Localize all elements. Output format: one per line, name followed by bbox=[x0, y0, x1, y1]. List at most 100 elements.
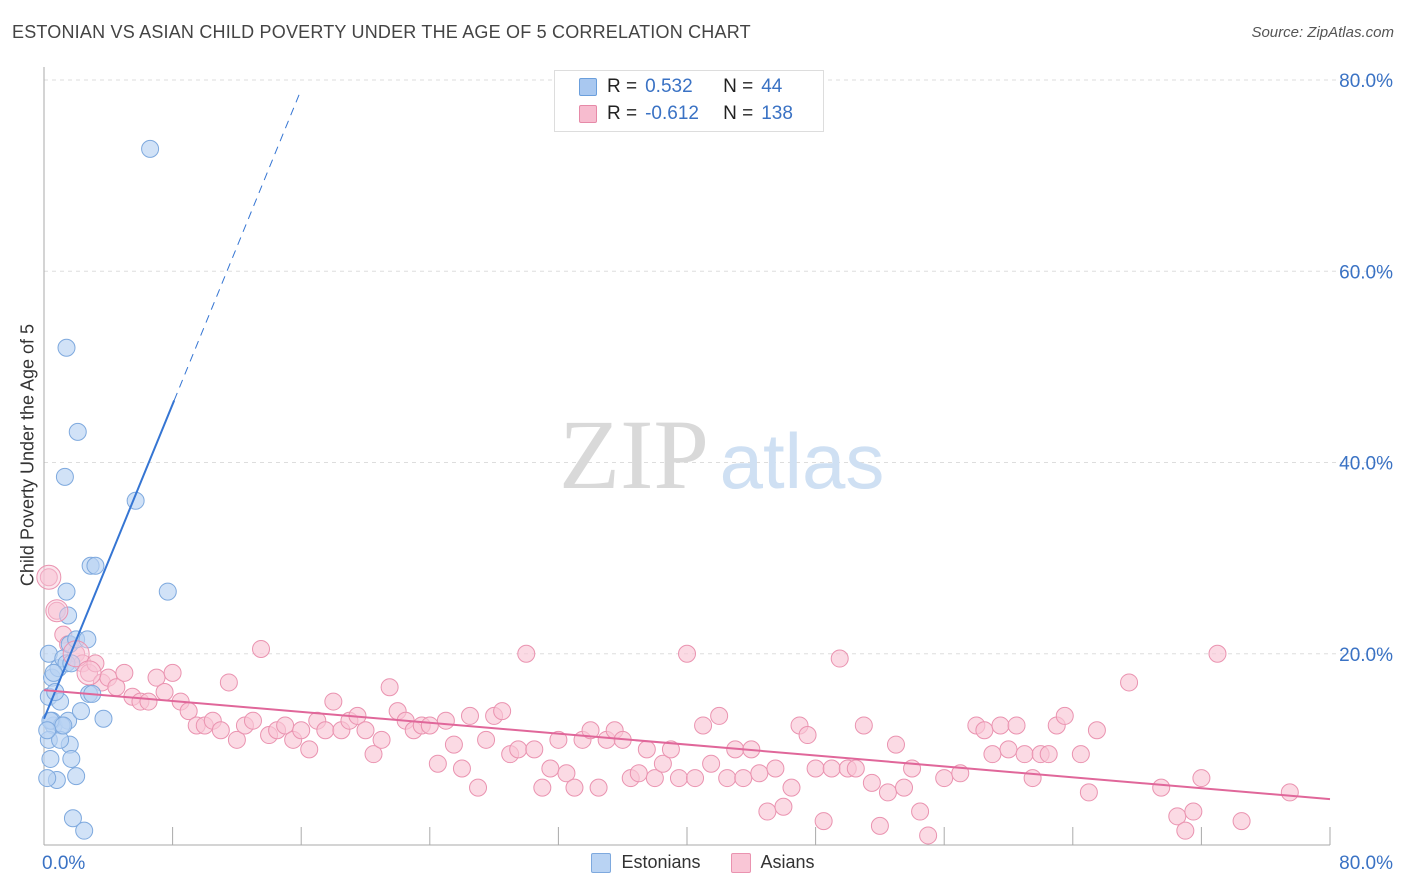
asians-point bbox=[1280, 783, 1299, 802]
legend-item-asians[interactable]: Asians bbox=[730, 852, 815, 873]
tick-labels: 20.0% 40.0% 60.0% 80.0% 0.0% 80.0% bbox=[42, 71, 1393, 874]
asians-point bbox=[911, 802, 930, 821]
series-legend: Estonians Asians bbox=[0, 852, 1406, 873]
legend-item-estonians[interactable]: Estonians bbox=[591, 852, 701, 873]
asians-point bbox=[629, 764, 648, 783]
asians-point bbox=[1079, 783, 1098, 802]
asians-point bbox=[1007, 716, 1026, 735]
estonians-point bbox=[38, 769, 57, 788]
r-label: R = bbox=[607, 76, 638, 97]
asians-point bbox=[1184, 802, 1203, 821]
asians-point bbox=[39, 568, 58, 587]
estonians-point bbox=[41, 749, 60, 768]
asians-point bbox=[227, 730, 246, 749]
asians-point bbox=[661, 740, 680, 759]
legend-row-estonians: R = 0.532 N = 44 bbox=[579, 74, 782, 100]
estonians-point bbox=[68, 422, 87, 441]
asians-point bbox=[919, 826, 938, 845]
asians-point bbox=[758, 802, 777, 821]
asians-point bbox=[541, 759, 560, 778]
asians-point bbox=[669, 769, 688, 788]
asians-point bbox=[155, 683, 174, 701]
estonians-point bbox=[86, 556, 105, 575]
asians-point bbox=[814, 812, 833, 831]
asians-point bbox=[219, 673, 238, 692]
asians-point bbox=[477, 730, 496, 749]
estonians-point bbox=[62, 749, 81, 768]
asians-point bbox=[798, 726, 817, 745]
asians-point bbox=[782, 778, 801, 797]
asians-point bbox=[694, 716, 713, 735]
n-value: 44 bbox=[761, 76, 783, 97]
legend-label: Estonians bbox=[621, 852, 701, 872]
asians-point bbox=[533, 778, 552, 797]
estonians-trend-line bbox=[43, 399, 176, 720]
asians-point bbox=[935, 769, 954, 788]
estonians-point bbox=[57, 338, 76, 357]
asians-point bbox=[436, 711, 455, 730]
estonians-point bbox=[141, 139, 160, 158]
n-label: N = bbox=[723, 76, 754, 97]
asians-point bbox=[428, 754, 447, 773]
asians-point bbox=[734, 769, 753, 788]
asians-point bbox=[846, 759, 865, 778]
n-label: N = bbox=[723, 103, 754, 124]
asians-point bbox=[1039, 745, 1058, 764]
gridlines bbox=[44, 79, 1392, 655]
asians-point bbox=[1023, 769, 1042, 788]
r-value: 0.532 bbox=[645, 76, 693, 97]
asians-legend-swatch bbox=[730, 852, 751, 873]
asians-point bbox=[830, 649, 849, 668]
asians-point bbox=[750, 764, 769, 783]
asians-point bbox=[975, 721, 994, 740]
x-tick-label: 80.0% bbox=[1339, 853, 1393, 874]
asians-point bbox=[581, 721, 600, 740]
asians-point bbox=[1071, 745, 1090, 764]
asians-point bbox=[678, 644, 696, 663]
asians-point bbox=[509, 740, 528, 759]
asians-point bbox=[460, 706, 479, 725]
estonians-point bbox=[57, 582, 76, 601]
asians-point bbox=[1208, 644, 1227, 663]
y-axis-title: Child Poverty Under the Age of 5 bbox=[17, 323, 38, 587]
asians-point bbox=[372, 730, 391, 749]
watermark: ZIP atlas bbox=[559, 399, 884, 510]
asians-point bbox=[300, 740, 319, 759]
estonians-point bbox=[158, 582, 177, 601]
asians-point bbox=[557, 764, 576, 783]
asians-point bbox=[870, 816, 889, 835]
asians-point bbox=[702, 754, 721, 773]
asians-swatch bbox=[579, 105, 597, 123]
estonians-point bbox=[54, 716, 73, 735]
asians-point bbox=[1055, 706, 1074, 725]
n-value: 138 bbox=[761, 103, 793, 124]
asians-point bbox=[324, 692, 343, 711]
asians-point bbox=[645, 769, 664, 788]
asians-point bbox=[380, 678, 399, 697]
y-tick-label: 40.0% bbox=[1339, 454, 1393, 475]
asians-point bbox=[469, 778, 488, 797]
asians-point bbox=[878, 783, 897, 802]
asians-point bbox=[1120, 673, 1139, 692]
asians-point bbox=[886, 735, 905, 754]
asians-point bbox=[822, 759, 841, 778]
chart-title: ESTONIAN VS ASIAN CHILD POVERTY UNDER TH… bbox=[12, 22, 751, 42]
legend-label: Asians bbox=[760, 852, 815, 872]
asians-point-large bbox=[76, 660, 102, 686]
asians-point bbox=[1087, 721, 1106, 740]
asians-point bbox=[243, 711, 262, 730]
asians-trend-line bbox=[43, 689, 1331, 801]
y-tick-label: 80.0% bbox=[1339, 71, 1393, 92]
asians-point bbox=[139, 692, 158, 711]
asians-point bbox=[549, 730, 568, 749]
asians-point bbox=[1152, 778, 1171, 797]
asians-point bbox=[983, 745, 1002, 764]
asians-point bbox=[565, 778, 584, 797]
asians-point-large bbox=[45, 599, 69, 623]
asians-point-large bbox=[36, 564, 62, 590]
estonians-point bbox=[75, 821, 94, 840]
asians-point bbox=[774, 797, 793, 816]
asians-point bbox=[517, 644, 536, 663]
asians-point bbox=[999, 740, 1018, 759]
asians-point bbox=[1015, 745, 1034, 764]
